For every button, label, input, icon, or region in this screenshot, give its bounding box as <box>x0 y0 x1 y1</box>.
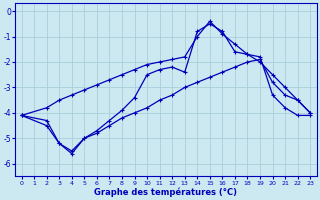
X-axis label: Graphe des températures (°C): Graphe des températures (°C) <box>94 187 237 197</box>
